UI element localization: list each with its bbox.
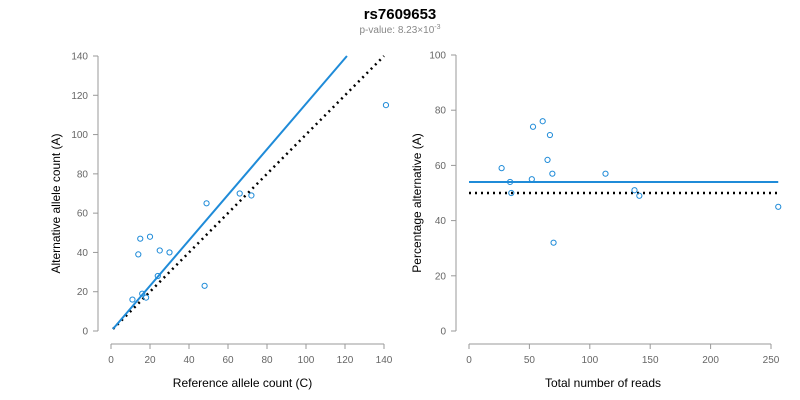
data-point	[146, 233, 154, 240]
y-tick-label: 0	[440, 327, 446, 338]
y-tick-label: 120	[71, 91, 88, 102]
data-point	[529, 123, 537, 130]
data-point	[382, 102, 390, 109]
data-point	[546, 131, 554, 139]
x-tick-label: 100	[581, 355, 598, 366]
x-tick-label: 150	[642, 355, 659, 366]
data-point	[166, 249, 173, 256]
data-point	[135, 251, 142, 258]
x-tick-label: 140	[376, 355, 393, 366]
data-point	[137, 235, 144, 242]
y-tick-label: 80	[435, 106, 447, 117]
data-point	[539, 118, 546, 125]
x-axis-label: Total number of reads	[545, 376, 661, 390]
x-tick-label: 250	[763, 355, 780, 366]
data-point	[129, 296, 136, 303]
data-point	[636, 192, 643, 199]
data-point	[143, 294, 150, 301]
y-axis-label: Percentage alternative (A)	[410, 133, 424, 272]
data-point	[154, 272, 161, 280]
y-tick-label: 100	[429, 51, 446, 62]
y-tick-label: 60	[77, 209, 89, 220]
y-tick-label: 40	[77, 248, 89, 259]
x-tick-label: 60	[222, 355, 234, 366]
x-tick-label: 120	[337, 355, 354, 366]
reference-line	[112, 55, 385, 330]
x-tick-label: 0	[466, 355, 472, 366]
x-tick-label: 200	[702, 355, 719, 366]
data-point	[528, 176, 535, 183]
data-point	[498, 165, 505, 172]
p-value-text: p-value: 8.23×10	[359, 25, 434, 36]
y-tick-label: 20	[77, 287, 89, 298]
scatter-panel-percentage: 0 50 100 150 200 250 0 20 40 60 80 100 Total number …	[410, 51, 782, 390]
data-point	[156, 247, 163, 254]
y-tick-label: 0	[82, 327, 88, 338]
data-point	[139, 290, 146, 297]
x-tick-label: 100	[298, 355, 315, 366]
data-point	[549, 170, 556, 177]
data-point	[236, 190, 243, 197]
y-tick-label: 140	[71, 52, 88, 63]
data-point	[775, 203, 782, 210]
chart-title: rs7609653	[364, 6, 437, 23]
y-tick-label: 80	[77, 169, 89, 180]
data-point	[550, 239, 557, 246]
x-tick-label: 50	[524, 355, 536, 366]
y-axis-label: Alternative allele count (A)	[49, 133, 63, 273]
x-tick-label: 0	[108, 355, 114, 366]
y-tick-label: 40	[435, 216, 447, 227]
fit-line	[112, 55, 348, 330]
data-point	[201, 282, 208, 289]
x-tick-label: 80	[261, 355, 273, 366]
x-tick-label: 40	[183, 355, 195, 366]
data-point	[203, 200, 210, 207]
x-axis-label: Reference allele count (C)	[173, 376, 312, 390]
data-point	[631, 187, 638, 194]
data-point	[544, 156, 551, 163]
y-tick-label: 60	[435, 161, 447, 172]
p-value-exponent: -3	[434, 24, 440, 31]
x-tick-label: 20	[144, 355, 156, 366]
data-point	[248, 192, 255, 199]
data-point	[508, 189, 515, 197]
data-point	[602, 170, 609, 177]
scatter-panel-allele-counts: 0 20 40 60 80 100 120 140 0 20 40 60 80 100 120 140 Refe…	[49, 52, 393, 391]
chart-subtitle: p-value: 8.23×10-3	[359, 24, 440, 36]
y-tick-label: 20	[435, 271, 447, 282]
data-point	[506, 178, 514, 186]
y-tick-label: 100	[71, 130, 88, 141]
